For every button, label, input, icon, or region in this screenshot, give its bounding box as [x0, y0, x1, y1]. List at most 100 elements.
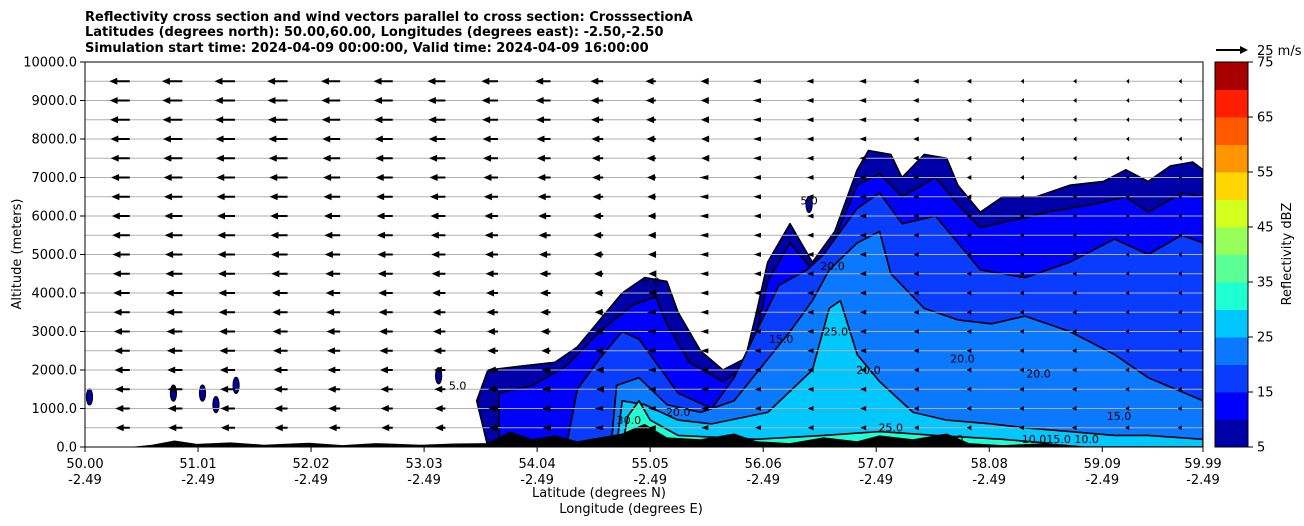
wind-vector-head: [752, 136, 761, 142]
wind-vector: [111, 174, 130, 181]
wind-vector: [481, 77, 498, 85]
wind-vector: [271, 270, 288, 278]
wind-vector: [966, 386, 972, 392]
wind-vector: [648, 251, 657, 258]
x-tick-label-lon: -2.49: [68, 473, 102, 488]
wind-vector-head: [486, 308, 495, 316]
wind-vector: [323, 212, 341, 220]
wind-vector: [966, 329, 972, 334]
wind-vector-head: [807, 329, 814, 334]
wind-vector-head: [433, 347, 442, 355]
wind-vector-head: [859, 98, 867, 103]
wind-vector: [430, 231, 446, 239]
wind-vector-head: [217, 251, 226, 258]
wind-vector: [487, 347, 498, 355]
wind-vector: [379, 347, 393, 355]
wind-vector-head: [220, 385, 229, 393]
wind-vector: [217, 251, 235, 258]
wind-vector: [486, 308, 498, 316]
wind-vector-head: [326, 308, 335, 316]
wind-vector-head: [593, 251, 602, 258]
wind-vector-head: [166, 347, 175, 355]
wind-vector-head: [806, 213, 814, 219]
wind-vector-head: [646, 174, 655, 181]
wind-vector-head: [322, 154, 331, 162]
wind-vector: [483, 154, 498, 162]
wind-vector: [1020, 78, 1024, 84]
wind-vector-head: [1178, 98, 1182, 103]
wind-vector: [377, 251, 393, 258]
wind-vector-head: [541, 347, 550, 355]
wind-vector-head: [377, 270, 386, 278]
wind-vector: [1178, 252, 1182, 257]
wind-vector-head: [914, 425, 919, 431]
wind-vector-head: [1177, 386, 1182, 392]
x-tick-label-lat: 50.00: [66, 457, 103, 472]
wind-vector: [700, 348, 709, 354]
wind-vector: [753, 155, 761, 161]
wind-vector: [164, 212, 183, 220]
wind-vector-head: [267, 77, 276, 85]
wind-vector: [1020, 117, 1024, 123]
wind-vector: [1072, 348, 1077, 354]
wind-vector: [859, 290, 867, 296]
wind-vector: [591, 154, 604, 162]
wind-vector-head: [165, 251, 174, 258]
wind-vector: [1126, 155, 1130, 161]
wind-vector: [966, 309, 972, 315]
wind-vector-head: [859, 175, 867, 180]
wind-vector: [163, 174, 183, 181]
wind-vector-head: [966, 232, 972, 238]
wind-vector-head: [1178, 175, 1182, 180]
wind-vector-head: [807, 367, 814, 373]
wind-vector: [269, 193, 288, 201]
wind-vector: [914, 425, 919, 431]
wind-vector-head: [162, 97, 171, 104]
wind-vector: [214, 97, 235, 104]
wind-vector-head: [273, 366, 282, 374]
wind-vector-head: [325, 289, 334, 297]
wind-vector-head: [215, 135, 224, 143]
x-axis-label: Latitude (degrees N): [532, 486, 666, 501]
wind-vector: [431, 251, 446, 258]
wind-vector-head: [912, 78, 919, 84]
wind-vector: [1178, 309, 1182, 315]
wind-vector-head: [539, 270, 548, 278]
wind-vector-head: [110, 154, 119, 162]
colorbar-tick-label: 25: [1257, 331, 1274, 346]
wind-vector-head: [806, 194, 814, 200]
wind-vector-head: [754, 406, 761, 411]
wind-vector-head: [966, 136, 972, 142]
wind-vector: [113, 308, 130, 316]
wind-vector-head: [537, 193, 546, 201]
wind-vector-head: [110, 135, 119, 143]
wind-vector-head: [1073, 136, 1077, 142]
wind-vector-head: [1072, 309, 1077, 315]
wind-vector-head: [648, 386, 656, 392]
wind-vector-head: [483, 174, 492, 181]
wind-vector: [376, 193, 393, 201]
wind-vector-head: [1178, 329, 1182, 334]
wind-vector: [1126, 78, 1130, 84]
wind-vector-head: [541, 366, 550, 374]
wind-vector: [859, 194, 867, 200]
wind-vector-head: [596, 385, 605, 393]
wind-vector: [966, 136, 972, 142]
wind-vector-head: [966, 406, 972, 411]
wind-vector-head: [966, 348, 972, 354]
wind-vector: [166, 308, 183, 316]
wind-vector: [486, 289, 498, 297]
wind-vector-head: [274, 405, 283, 412]
wind-vector: [539, 270, 551, 278]
wind-vector-head: [966, 329, 972, 334]
wind-vector-head: [647, 329, 656, 334]
wind-vector: [1126, 213, 1130, 219]
y-tick-label: 7000.0: [32, 171, 78, 186]
wind-vector-head: [754, 348, 761, 354]
wind-vector: [268, 154, 288, 162]
wind-vector: [1125, 367, 1130, 373]
wind-vector: [538, 231, 551, 239]
wind-vector: [1177, 386, 1182, 392]
wind-vector-head: [595, 366, 604, 374]
